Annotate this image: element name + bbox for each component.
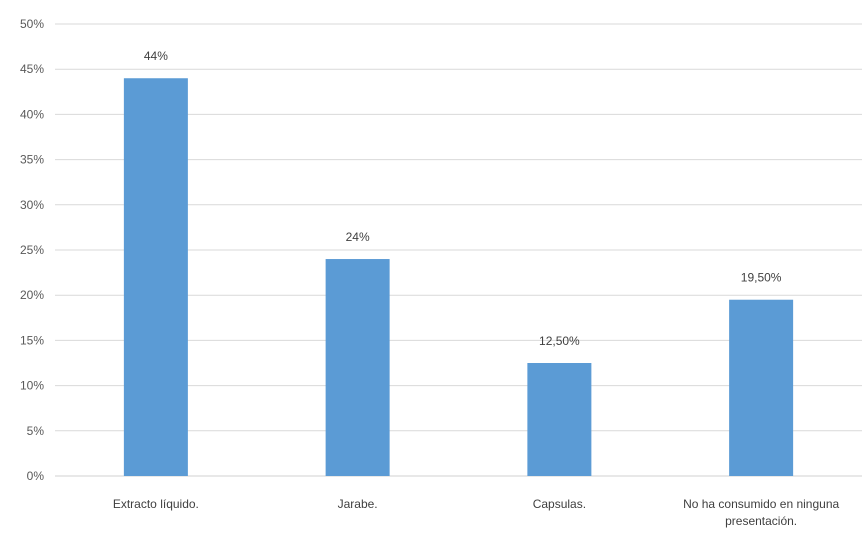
x-category-label-line: Extracto líquido. bbox=[113, 497, 199, 511]
data-label: 44% bbox=[144, 49, 168, 63]
y-tick-label: 30% bbox=[20, 198, 44, 212]
bar bbox=[325, 259, 390, 476]
y-tick-label: 25% bbox=[20, 243, 44, 257]
y-tick-label: 40% bbox=[20, 107, 44, 121]
x-category-label: Jarabe. bbox=[338, 497, 378, 511]
x-category-label: Extracto líquido. bbox=[113, 497, 199, 511]
x-axis-labels: Extracto líquido. Jarabe. Capsulas. No ha c… bbox=[113, 497, 840, 528]
y-tick-label: 20% bbox=[20, 288, 44, 302]
bar bbox=[729, 299, 794, 476]
bar bbox=[123, 78, 188, 477]
data-label: 19,50% bbox=[741, 271, 782, 285]
y-tick-label: 50% bbox=[20, 17, 44, 31]
x-category-label-line: Jarabe. bbox=[338, 497, 378, 511]
bars bbox=[123, 78, 794, 477]
data-label: 24% bbox=[346, 230, 370, 244]
y-tick-label: 10% bbox=[20, 379, 44, 393]
gridlines bbox=[55, 23, 862, 477]
data-label: 12,50% bbox=[539, 334, 580, 348]
bar bbox=[527, 363, 592, 476]
x-category-label-line: presentación. bbox=[725, 514, 797, 528]
x-category-label-line: Capsulas. bbox=[533, 497, 586, 511]
data-labels: 44% 24% 12,50% 19,50% bbox=[144, 49, 782, 348]
y-tick-label: 35% bbox=[20, 153, 44, 167]
y-tick-label: 0% bbox=[27, 469, 45, 483]
y-tick-label: 5% bbox=[27, 424, 45, 438]
y-axis-ticks: 0% 5% 10% 15% 20% 25% 30% 35% 40% 45% 50% bbox=[20, 17, 44, 483]
x-category-label: No ha consumido en ninguna presentación. bbox=[683, 497, 839, 528]
y-tick-label: 45% bbox=[20, 62, 44, 76]
y-tick-label: 15% bbox=[20, 333, 44, 347]
x-category-label-line: No ha consumido en ninguna bbox=[683, 497, 839, 511]
x-category-label: Capsulas. bbox=[533, 497, 586, 511]
